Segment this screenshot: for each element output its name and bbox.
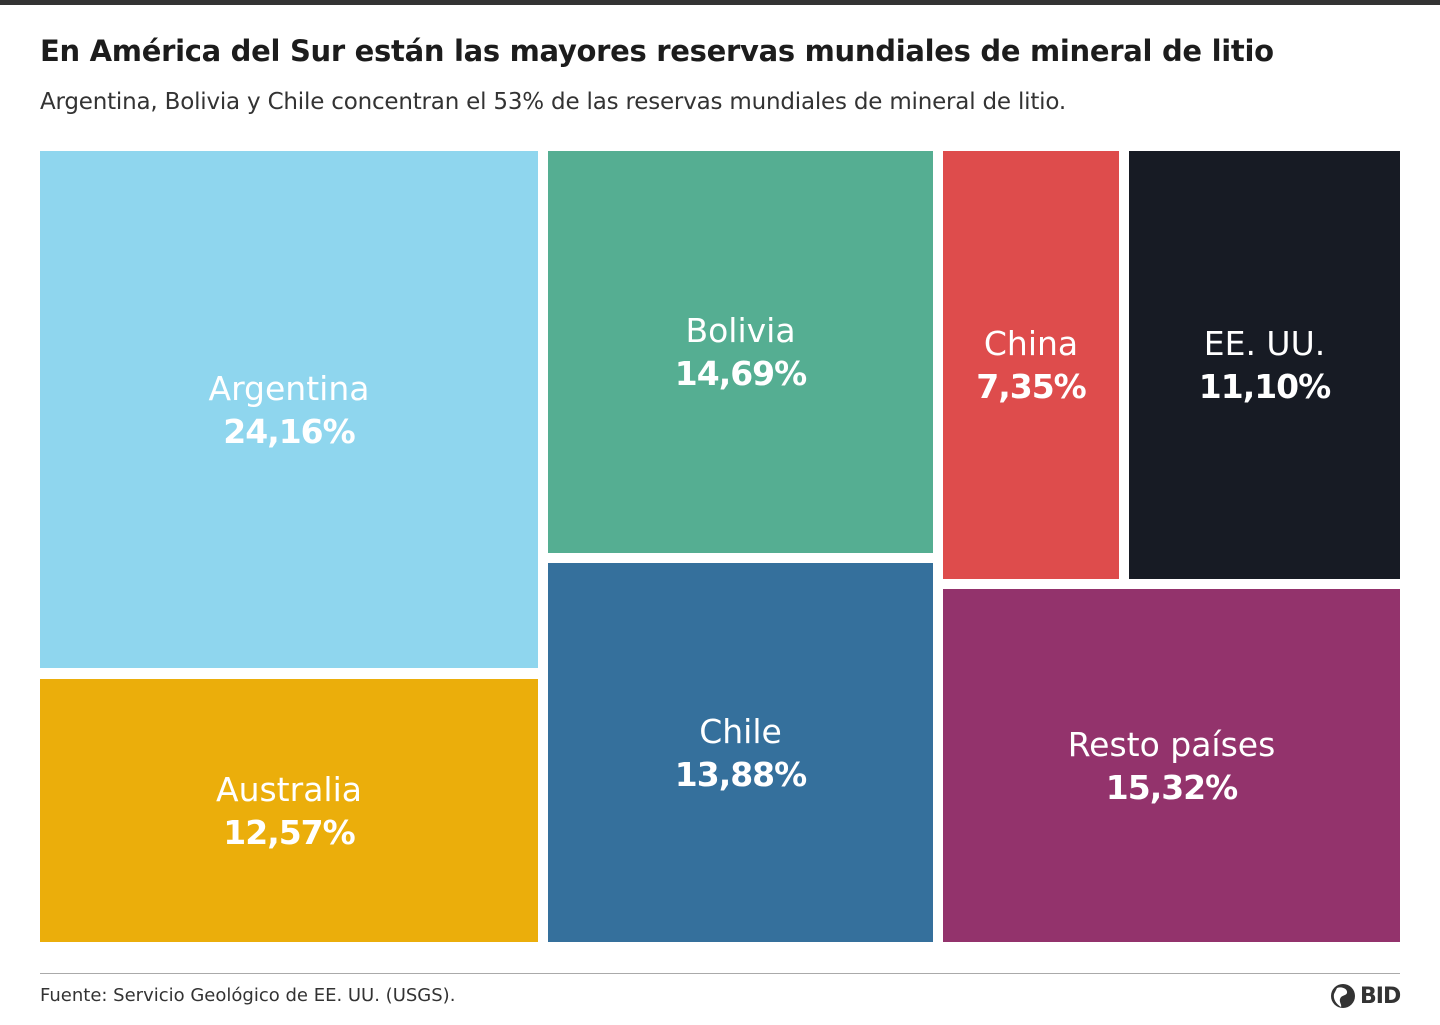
tile-label: Argentina [208,368,370,408]
chart-title: En América del Sur están las mayores res… [40,34,1274,68]
tile-value: 13,88% [674,754,807,794]
treemap-tile-china: China 7,35% [943,151,1119,579]
tile-value: 12,57% [223,812,355,852]
tile-label: Chile [699,711,782,751]
tile-value: 14,69% [674,354,807,393]
treemap-tile-ee-uu: EE. UU. 11,10% [1129,151,1400,579]
logo-text: BID [1360,983,1401,1009]
tile-label: Resto países [1067,724,1276,764]
treemap-tile-resto-pa-ses: Resto países 15,32% [943,589,1400,942]
treemap-tile-argentina: Argentina 24,16% [40,151,538,668]
tile-label: EE. UU. [1203,324,1326,363]
chart-subtitle: Argentina, Bolivia y Chile concentran el… [40,89,1066,115]
treemap-tile-australia: Australia 12,57% [40,679,538,942]
tile-value: 24,16% [223,411,355,451]
tile-value: 15,32% [1105,767,1238,807]
tile-label: Australia [216,769,362,809]
source-note: Fuente: Servicio Geológico de EE. UU. (U… [40,985,456,1006]
bid-logo: BID [1328,983,1401,1009]
globe-icon [1331,984,1355,1008]
top-bar [0,0,1440,5]
tile-label: China [983,324,1079,363]
treemap-tile-chile: Chile 13,88% [548,563,933,942]
treemap-tile-bolivia: Bolivia 14,69% [548,151,933,553]
tile-label: Bolivia [685,311,796,350]
tile-value: 11,10% [1198,367,1331,406]
tile-value: 7,35% [976,367,1086,406]
divider [40,973,1400,974]
